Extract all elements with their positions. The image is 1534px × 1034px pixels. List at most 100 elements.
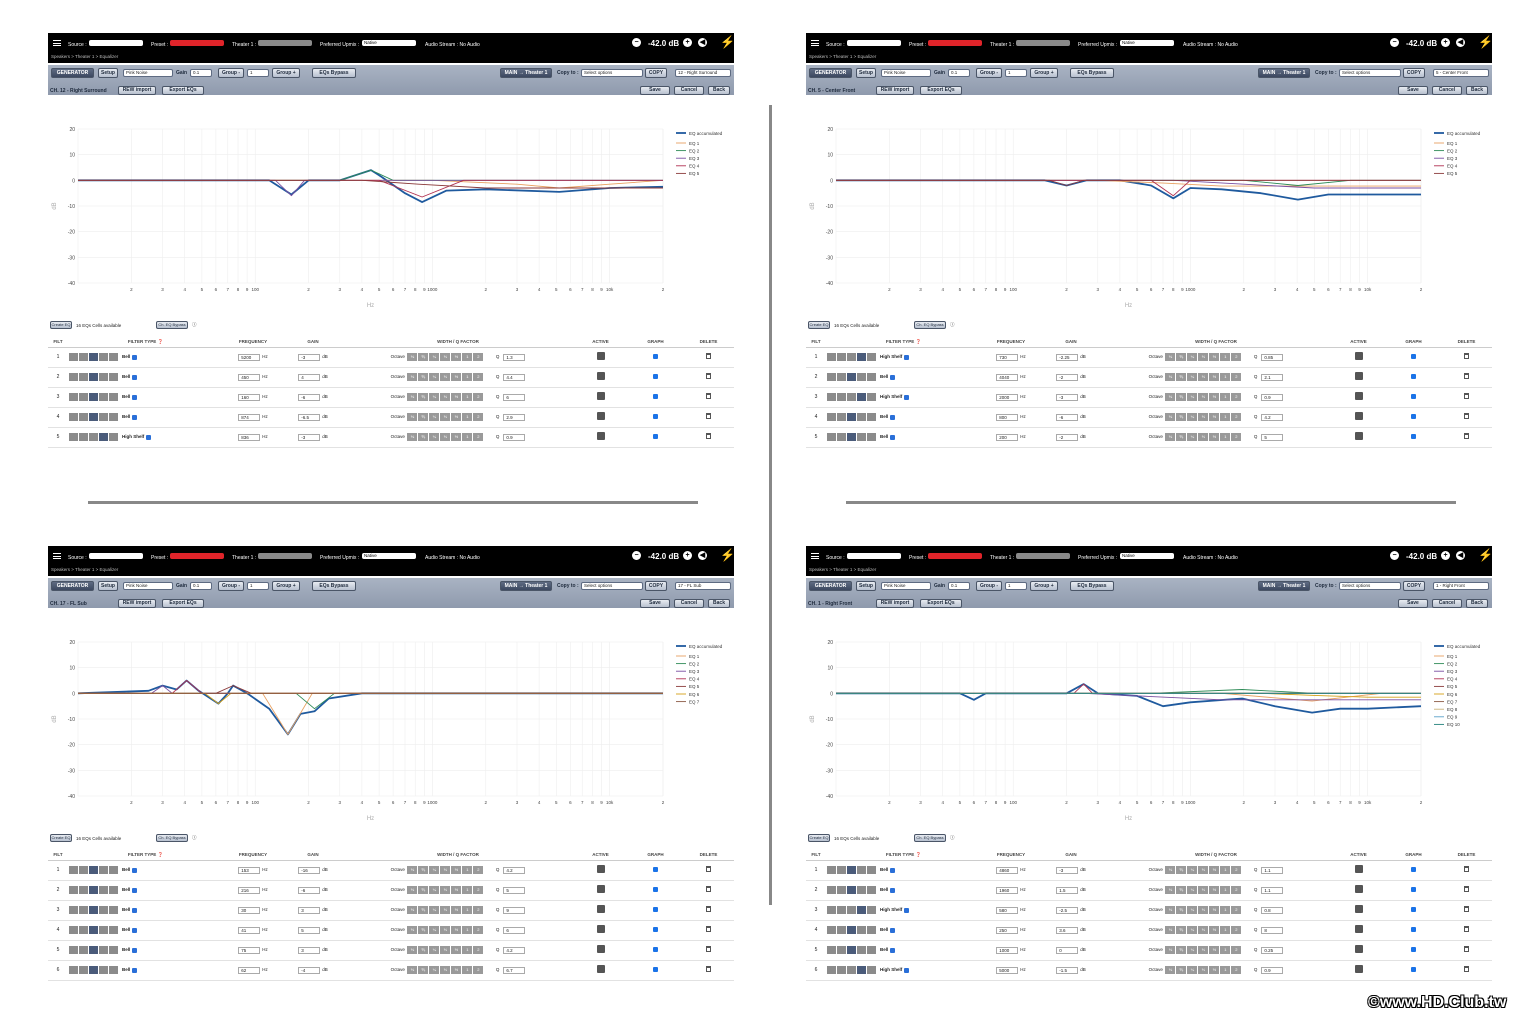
octave-button[interactable]: ⅙ xyxy=(1176,433,1187,441)
filter-type-dropdown-icon[interactable] xyxy=(132,374,138,380)
q-input[interactable]: 0.85 xyxy=(1261,353,1284,361)
frequency-input[interactable]: 160 xyxy=(238,393,261,401)
filter-type-button[interactable] xyxy=(866,866,876,874)
filter-type-dropdown-icon[interactable] xyxy=(904,967,910,973)
filter-type-button[interactable] xyxy=(98,886,108,894)
create-eq-button[interactable]: Create EQ xyxy=(808,834,830,842)
octave-button[interactable]: 1 xyxy=(1220,926,1231,934)
octave-button[interactable]: ⅓ xyxy=(440,926,451,934)
octave-button[interactable]: ¼ xyxy=(1187,393,1198,401)
setup-button[interactable]: Setup xyxy=(856,68,876,78)
octave-button[interactable]: 2 xyxy=(1231,393,1242,401)
octave-button[interactable]: ½ xyxy=(451,413,462,421)
copy-button[interactable]: COPY xyxy=(645,68,667,78)
octave-button[interactable]: ⅙ xyxy=(418,906,429,914)
q-input[interactable]: 0.9 xyxy=(503,433,526,441)
filter-type-button[interactable] xyxy=(88,413,98,421)
filter-type-button[interactable] xyxy=(68,946,78,954)
octave-button[interactable]: ⅛ xyxy=(1165,413,1176,421)
octave-button[interactable]: ⅛ xyxy=(407,906,418,914)
speaker-icon[interactable]: ◀ xyxy=(698,38,707,47)
group-minus-button[interactable]: Group - xyxy=(218,581,244,591)
filter-type-button[interactable] xyxy=(98,966,108,974)
octave-button[interactable]: ⅓ xyxy=(1198,926,1209,934)
gain-input[interactable]: 5 xyxy=(298,926,321,934)
octave-button[interactable]: 1 xyxy=(1220,393,1231,401)
filter-type-button[interactable] xyxy=(68,433,78,441)
gain-input[interactable]: -3 xyxy=(1056,866,1079,874)
noise-select[interactable]: Pink Noise xyxy=(881,69,931,77)
octave-button[interactable]: ⅛ xyxy=(1165,373,1176,381)
volume-up-icon[interactable]: + xyxy=(683,38,692,47)
generator-button[interactable]: GENERATOR xyxy=(809,581,852,591)
active-toggle[interactable] xyxy=(596,945,605,953)
graph-checkbox[interactable] xyxy=(1411,433,1416,439)
octave-button[interactable]: ⅓ xyxy=(440,433,451,441)
q-input[interactable]: 0.9 xyxy=(1261,966,1284,974)
graph-checkbox[interactable] xyxy=(1411,413,1416,419)
copy-to-select[interactable]: Select options xyxy=(581,69,643,77)
copy-to-select[interactable]: Select options xyxy=(581,582,643,590)
gain-input[interactable]: -4 xyxy=(298,966,321,974)
octave-button[interactable]: ½ xyxy=(1209,886,1220,894)
octave-button[interactable]: 1 xyxy=(1220,966,1231,974)
octave-button[interactable]: ⅛ xyxy=(407,926,418,934)
group-input[interactable]: 1 xyxy=(1005,582,1027,590)
octave-button[interactable]: 2 xyxy=(473,886,484,894)
octave-button[interactable]: ⅛ xyxy=(1165,946,1176,954)
octave-button[interactable]: ¼ xyxy=(429,926,440,934)
filter-type-button[interactable] xyxy=(68,966,78,974)
theater-select[interactable] xyxy=(258,40,312,46)
frequency-input[interactable]: 730 xyxy=(996,353,1019,361)
octave-button[interactable]: ⅓ xyxy=(440,946,451,954)
filter-type-button[interactable] xyxy=(68,886,78,894)
octave-button[interactable]: ⅛ xyxy=(407,946,418,954)
filter-type-button[interactable] xyxy=(836,926,846,934)
ch-eq-bypass-button[interactable]: Ch. EQ Bypass xyxy=(914,321,946,329)
octave-button[interactable]: 2 xyxy=(473,926,484,934)
octave-button[interactable]: 1 xyxy=(462,433,473,441)
volume-down-icon[interactable]: − xyxy=(1390,551,1399,560)
gain-input[interactable]: -2.5 xyxy=(1056,906,1079,914)
main-theater-button[interactable]: MAIN → Theater 1 xyxy=(1258,68,1310,78)
source-select[interactable] xyxy=(89,40,143,46)
filter-type-dropdown-icon[interactable] xyxy=(904,354,910,360)
octave-button[interactable]: ½ xyxy=(1209,926,1220,934)
breadcrumb[interactable]: Speakers > Theater 1 > Equalizer xyxy=(809,567,877,572)
frequency-input[interactable]: 1000 xyxy=(996,946,1019,954)
filter-type-button[interactable] xyxy=(98,373,108,381)
octave-button[interactable]: ⅓ xyxy=(1198,906,1209,914)
active-toggle[interactable] xyxy=(1354,352,1363,360)
active-toggle[interactable] xyxy=(1354,392,1363,400)
gain-input[interactable]: -3 xyxy=(298,353,321,361)
octave-button[interactable]: ½ xyxy=(451,866,462,874)
octave-button[interactable]: ⅛ xyxy=(407,373,418,381)
frequency-input[interactable]: 216 xyxy=(238,886,261,894)
octave-button[interactable]: ⅓ xyxy=(1198,433,1209,441)
save-button[interactable]: Save xyxy=(1398,599,1428,608)
octave-button[interactable]: ½ xyxy=(451,373,462,381)
filter-type-dropdown-icon[interactable] xyxy=(890,434,896,440)
frequency-input[interactable]: 41 xyxy=(238,926,261,934)
filter-type-button[interactable] xyxy=(856,413,866,421)
octave-button[interactable]: ⅓ xyxy=(440,353,451,361)
filter-type-button[interactable] xyxy=(836,886,846,894)
graph-checkbox[interactable] xyxy=(653,966,658,972)
upmix-select[interactable]: Native xyxy=(362,40,416,46)
filter-type-button[interactable] xyxy=(88,946,98,954)
frequency-input[interactable]: 836 xyxy=(238,433,261,441)
octave-button[interactable]: 2 xyxy=(1231,433,1242,441)
back-button[interactable]: Back xyxy=(708,86,730,95)
help-icon[interactable]: ❓ xyxy=(156,851,164,857)
active-toggle[interactable] xyxy=(1354,945,1363,953)
graph-checkbox[interactable] xyxy=(1411,966,1416,972)
filter-type-button[interactable] xyxy=(836,353,846,361)
octave-button[interactable]: ⅙ xyxy=(1176,393,1187,401)
filter-type-dropdown-icon[interactable] xyxy=(132,867,138,873)
active-toggle[interactable] xyxy=(596,352,605,360)
graph-checkbox[interactable] xyxy=(653,946,658,952)
frequency-input[interactable]: 30 xyxy=(238,906,261,914)
create-eq-button[interactable]: Create EQ xyxy=(808,321,830,329)
q-input[interactable]: 1.3 xyxy=(503,353,526,361)
active-toggle[interactable] xyxy=(596,885,605,893)
